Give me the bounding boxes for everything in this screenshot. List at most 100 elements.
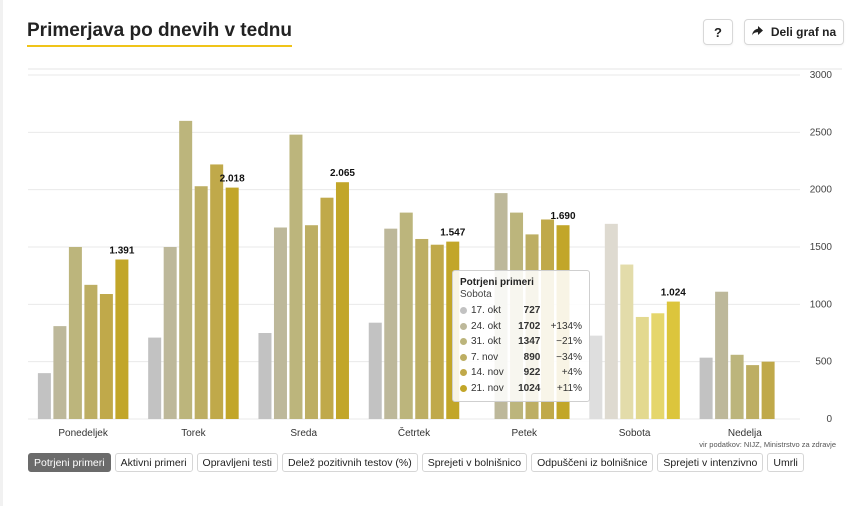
tooltip-value: 1024 (518, 382, 541, 394)
data-label: 1.690 (551, 211, 576, 222)
x-category-label: Četrtek (398, 426, 431, 439)
bar-ponedeljek-1[interactable] (37, 373, 51, 419)
bar-torek-1[interactable] (148, 337, 162, 419)
tooltip-date: 7. nov (470, 351, 499, 363)
share-label: Deli graf na (770, 25, 837, 39)
tooltip-value: 1347 (518, 336, 541, 348)
y-tick-label: 1500 (810, 242, 833, 253)
bar-sobota-6[interactable] (666, 301, 680, 419)
bar-sobota-5[interactable] (651, 313, 665, 419)
bar-nedelja-1[interactable] (699, 357, 713, 419)
x-category-label: Sobota (619, 428, 651, 439)
x-category-label: Nedelja (728, 428, 762, 439)
bar-sreda-4[interactable] (304, 225, 318, 419)
bar-sreda-5[interactable] (320, 197, 334, 419)
bar-nedelja-3[interactable] (730, 354, 744, 419)
chart-tooltip: Potrjeni primeri Sobota 17. okt 727 24. ok… (452, 270, 590, 402)
tab-opravljeni-testi[interactable]: Opravljeni testi (196, 453, 278, 472)
bar-sobota-4[interactable] (635, 316, 649, 419)
tooltip-row: 21. nov 1024 +11% (460, 381, 582, 397)
bar-ponedeljek-4[interactable] (84, 284, 98, 419)
tooltip-change: +4% (561, 367, 582, 379)
bar-četrtek-4[interactable] (415, 238, 429, 419)
help-label: ? (714, 24, 722, 40)
bar-nedelja-5[interactable] (761, 361, 775, 419)
tab-delež-pozitivnih-testov[interactable]: Delež pozitivnih testov (%) (282, 453, 418, 472)
share-arrow-icon (751, 25, 763, 39)
y-tick-label: 0 (826, 414, 832, 425)
data-label: 1.024 (661, 288, 686, 299)
help-button[interactable]: ? (703, 19, 733, 45)
bar-četrtek-2[interactable] (384, 228, 398, 419)
tooltip-value: 727 (523, 305, 541, 317)
bar-nedelja-2[interactable] (715, 291, 729, 419)
tab-sprejeti-v-intenzivno[interactable]: Sprejeti v intenzivno (657, 453, 764, 472)
x-category-label: Ponedeljek (58, 428, 108, 439)
source-note: vir podatkov: NIJZ, Ministrstvo za zdrav… (699, 440, 836, 449)
share-button[interactable]: Deli graf na (744, 19, 844, 45)
tooltip-rows: 17. okt 727 24. okt 1702 +134% 31. okt 1347 −21… (460, 303, 582, 396)
tooltip-date: 24. okt (470, 320, 501, 332)
tooltip-change: −34% (556, 351, 582, 363)
tooltip-value: 1702 (518, 320, 541, 332)
bar-sreda-2[interactable] (273, 227, 287, 419)
series-dot-icon (460, 384, 467, 392)
tooltip-row: 14. nov 922 +4% (460, 365, 582, 381)
bar-četrtek-5[interactable] (430, 244, 444, 419)
bar-sreda-6[interactable] (335, 182, 349, 419)
tooltip-title: Potrjeni primeri (460, 277, 534, 288)
data-label: 1.547 (440, 228, 465, 239)
bar-ponedeljek-5[interactable] (99, 294, 113, 419)
bar-torek-6[interactable] (225, 187, 239, 419)
data-label: 2.065 (330, 168, 355, 179)
bar-ponedeljek-3[interactable] (68, 247, 82, 419)
y-tick-label: 1000 (810, 299, 833, 310)
chart-title: Primerjava po dnevih v tednu (27, 20, 293, 47)
bar-četrtek-3[interactable] (399, 212, 413, 419)
tooltip-value: 890 (523, 351, 541, 363)
data-label: 1.391 (109, 245, 134, 256)
y-tick-label: 3000 (810, 70, 833, 81)
series-dot-icon (460, 353, 467, 361)
bar-torek-2[interactable] (163, 247, 177, 419)
tab-potrjeni-primeri[interactable]: Potrjeni primeri (28, 453, 111, 472)
series-dot-icon (460, 338, 467, 346)
tab-sprejeti-v-bolnišnico[interactable]: Sprejeti v bolnišnico (421, 453, 528, 472)
tooltip-date: 31. okt (470, 336, 501, 348)
tooltip-row: 17. okt 727 (460, 303, 582, 319)
tooltip-date: 14. nov (470, 367, 504, 379)
y-tick-label: 2500 (810, 127, 833, 138)
tooltip-change: +134% (550, 320, 582, 332)
bar-nedelja-4[interactable] (746, 365, 760, 419)
bar-sobota-1[interactable] (589, 335, 603, 419)
tooltip-row: 24. okt 1702 +134% (460, 319, 582, 335)
bar-ponedeljek-2[interactable] (53, 326, 67, 419)
tooltip-subtitle: Sobota (460, 289, 492, 300)
bar-ponedeljek-6[interactable] (115, 259, 129, 419)
bars (37, 120, 775, 420)
tab-aktivni-primeri[interactable]: Aktivni primeri (114, 453, 193, 472)
tooltip-value: 922 (523, 367, 541, 379)
tooltip-date: 17. okt (470, 305, 501, 317)
bar-sobota-3[interactable] (620, 264, 634, 419)
tab-odpuščeni-iz-bolnišnice[interactable]: Odpuščeni iz bolnišnice (531, 453, 654, 472)
bar-sreda-1[interactable] (258, 333, 272, 419)
left-border (0, 0, 3, 506)
bar-sobota-2[interactable] (604, 223, 618, 419)
bar-torek-5[interactable] (210, 164, 224, 419)
bar-četrtek-1[interactable] (368, 322, 382, 419)
metric-tabs: Potrjeni primeri Aktivni primeri Opravljen… (28, 453, 804, 472)
bar-torek-3[interactable] (179, 120, 193, 419)
y-tick-label: 2000 (810, 185, 833, 196)
y-tick-label: 500 (815, 357, 832, 368)
series-dot-icon (460, 322, 467, 330)
bar-sreda-3[interactable] (289, 134, 303, 420)
tooltip-change: −21% (556, 336, 582, 348)
series-dot-icon (460, 369, 467, 377)
tooltip-change: +11% (556, 382, 582, 394)
bar-torek-4[interactable] (194, 186, 208, 419)
tooltip-date: 21. nov (470, 382, 504, 394)
tab-umrli[interactable]: Umrli (767, 453, 804, 472)
